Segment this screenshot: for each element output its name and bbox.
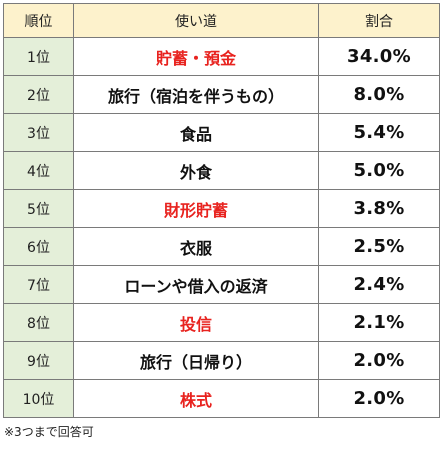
- table-row: 10位 株式 2.0%: [3, 379, 440, 418]
- usage-ranking-table: 順位 使い道 割合 1位 貯蓄・預金 34.0% 2位 旅行（宿泊を伴うもの） …: [3, 3, 440, 418]
- rank-cell: 8位: [3, 303, 74, 342]
- header-row: 順位 使い道 割合: [3, 3, 440, 38]
- table-header: 順位 使い道 割合: [3, 3, 440, 38]
- rank-cell: 2位: [3, 75, 74, 114]
- header-share: 割合: [318, 3, 440, 38]
- rank-cell: 4位: [3, 151, 74, 190]
- share-cell: 34.0%: [318, 37, 440, 76]
- rank-cell: 7位: [3, 265, 74, 304]
- table-row: 7位 ローンや借入の返済 2.4%: [3, 265, 440, 304]
- share-cell: 5.0%: [318, 151, 440, 190]
- rank-cell: 9位: [3, 341, 74, 380]
- share-cell: 2.5%: [318, 227, 440, 266]
- use-cell: 食品: [73, 113, 319, 152]
- use-cell: 旅行（日帰り）: [73, 341, 319, 380]
- footnote: ※3つまで回答可: [4, 425, 94, 439]
- rank-cell: 6位: [3, 227, 74, 266]
- rank-cell: 10位: [3, 379, 74, 418]
- rank-cell: 1位: [3, 37, 74, 76]
- table-row: 5位 財形貯蓄 3.8%: [3, 189, 440, 228]
- share-cell: 2.1%: [318, 303, 440, 342]
- use-cell: 貯蓄・預金: [73, 37, 319, 76]
- share-cell: 8.0%: [318, 75, 440, 114]
- use-cell: 外食: [73, 151, 319, 190]
- ranking-table-container: 順位 使い道 割合 1位 貯蓄・預金 34.0% 2位 旅行（宿泊を伴うもの） …: [3, 3, 440, 440]
- use-cell: 株式: [73, 379, 319, 418]
- share-cell: 2.0%: [318, 341, 440, 380]
- header-rank: 順位: [3, 3, 74, 38]
- table-row: 4位 外食 5.0%: [3, 151, 440, 190]
- table-row: 9位 旅行（日帰り） 2.0%: [3, 341, 440, 380]
- header-use: 使い道: [73, 3, 319, 38]
- share-cell: 3.8%: [318, 189, 440, 228]
- table-row: 1位 貯蓄・預金 34.0%: [3, 37, 440, 76]
- table-row: 3位 食品 5.4%: [3, 113, 440, 152]
- rank-cell: 5位: [3, 189, 74, 228]
- use-cell: 旅行（宿泊を伴うもの）: [73, 75, 319, 114]
- table-body: 1位 貯蓄・預金 34.0% 2位 旅行（宿泊を伴うもの） 8.0% 3位 食品…: [3, 37, 440, 418]
- table-row: 8位 投信 2.1%: [3, 303, 440, 342]
- table-row: 6位 衣服 2.5%: [3, 227, 440, 266]
- share-cell: 5.4%: [318, 113, 440, 152]
- use-cell: ローンや借入の返済: [73, 265, 319, 304]
- use-cell: 衣服: [73, 227, 319, 266]
- use-cell: 財形貯蓄: [73, 189, 319, 228]
- rank-cell: 3位: [3, 113, 74, 152]
- share-cell: 2.0%: [318, 379, 440, 418]
- table-row: 2位 旅行（宿泊を伴うもの） 8.0%: [3, 75, 440, 114]
- share-cell: 2.4%: [318, 265, 440, 304]
- use-cell: 投信: [73, 303, 319, 342]
